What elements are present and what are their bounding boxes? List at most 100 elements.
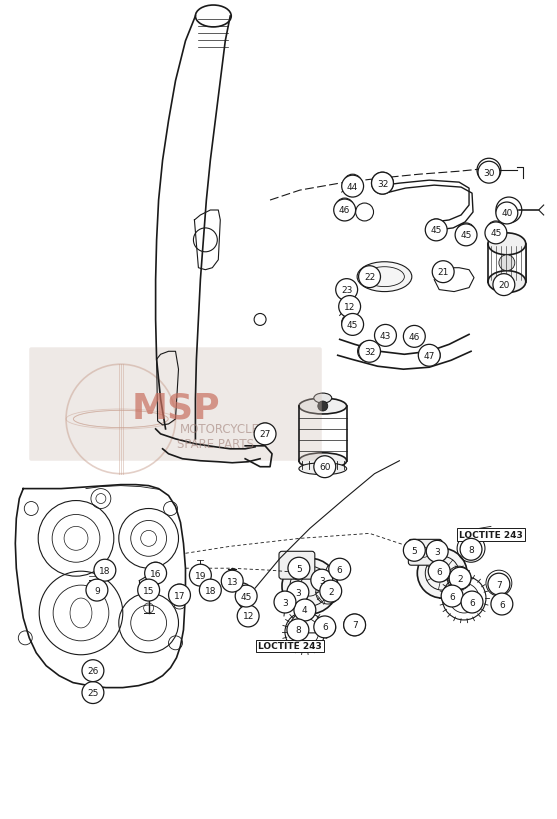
Text: 46: 46 xyxy=(339,206,350,215)
Circle shape xyxy=(449,568,471,590)
Text: 46: 46 xyxy=(409,333,420,342)
Circle shape xyxy=(493,274,515,296)
Circle shape xyxy=(488,573,510,595)
Text: 19: 19 xyxy=(194,571,206,580)
Circle shape xyxy=(455,224,477,247)
Text: 27: 27 xyxy=(260,430,271,439)
Text: 7: 7 xyxy=(496,580,502,589)
Text: 45: 45 xyxy=(241,592,252,601)
Text: 12: 12 xyxy=(242,612,254,621)
Text: 3: 3 xyxy=(319,576,325,585)
Text: 5: 5 xyxy=(412,546,417,555)
Ellipse shape xyxy=(299,399,346,414)
Text: 3: 3 xyxy=(282,598,288,607)
Text: 16: 16 xyxy=(150,569,162,578)
Text: SPARE PARTS: SPARE PARTS xyxy=(177,438,254,450)
Text: 22: 22 xyxy=(364,273,375,282)
Circle shape xyxy=(189,564,211,586)
Circle shape xyxy=(282,559,338,614)
Text: 6: 6 xyxy=(436,567,442,576)
Circle shape xyxy=(403,540,425,562)
Circle shape xyxy=(344,614,365,636)
Circle shape xyxy=(359,266,380,288)
Text: 8: 8 xyxy=(468,545,474,554)
Text: 25: 25 xyxy=(87,688,99,697)
Circle shape xyxy=(287,581,309,604)
Circle shape xyxy=(235,586,257,607)
Text: 13: 13 xyxy=(227,577,238,586)
Text: 8: 8 xyxy=(295,626,301,635)
FancyBboxPatch shape xyxy=(279,552,315,579)
Text: 43: 43 xyxy=(380,332,391,341)
Circle shape xyxy=(82,681,104,704)
Circle shape xyxy=(145,563,167,585)
Circle shape xyxy=(461,591,483,613)
Circle shape xyxy=(341,314,364,336)
Text: 6: 6 xyxy=(469,598,475,607)
Circle shape xyxy=(418,345,440,367)
Text: 23: 23 xyxy=(341,286,353,295)
Text: 45: 45 xyxy=(431,226,442,235)
Text: 18: 18 xyxy=(99,566,111,575)
Text: 2: 2 xyxy=(328,587,334,596)
Circle shape xyxy=(314,456,336,478)
Text: 5: 5 xyxy=(296,564,302,573)
Text: 40: 40 xyxy=(501,209,512,218)
Circle shape xyxy=(341,176,364,198)
Circle shape xyxy=(491,593,513,615)
Circle shape xyxy=(460,539,482,560)
Text: MOTORCYCLE: MOTORCYCLE xyxy=(180,423,260,436)
Circle shape xyxy=(425,219,447,242)
Text: 17: 17 xyxy=(174,590,185,600)
Text: 32: 32 xyxy=(364,347,375,356)
Circle shape xyxy=(403,326,425,348)
Text: LOCTITE 243: LOCTITE 243 xyxy=(459,530,523,539)
Circle shape xyxy=(138,579,160,601)
Ellipse shape xyxy=(299,453,346,469)
Circle shape xyxy=(294,600,316,621)
Text: 44: 44 xyxy=(347,183,358,192)
Circle shape xyxy=(334,200,355,222)
Circle shape xyxy=(426,541,448,563)
Circle shape xyxy=(499,256,515,271)
Circle shape xyxy=(314,616,336,638)
Circle shape xyxy=(94,559,116,581)
Ellipse shape xyxy=(357,262,412,292)
Text: 3: 3 xyxy=(295,588,301,597)
Text: 4: 4 xyxy=(302,606,307,615)
Text: 60: 60 xyxy=(319,463,330,472)
Text: 45: 45 xyxy=(490,229,502,238)
Text: 6: 6 xyxy=(322,622,328,631)
Circle shape xyxy=(254,423,276,446)
Circle shape xyxy=(374,325,397,347)
Circle shape xyxy=(287,619,309,641)
Circle shape xyxy=(311,569,333,591)
Circle shape xyxy=(359,341,380,363)
Circle shape xyxy=(478,162,500,184)
Text: 6: 6 xyxy=(499,600,505,609)
Circle shape xyxy=(169,585,190,606)
FancyBboxPatch shape xyxy=(408,540,442,566)
Text: 45: 45 xyxy=(347,320,358,329)
Text: 15: 15 xyxy=(143,586,154,595)
Text: 45: 45 xyxy=(461,231,472,240)
Text: 47: 47 xyxy=(423,351,435,360)
Ellipse shape xyxy=(314,394,332,404)
Circle shape xyxy=(336,279,358,301)
Text: 7: 7 xyxy=(351,621,358,630)
Ellipse shape xyxy=(488,271,526,293)
Text: 30: 30 xyxy=(483,169,495,178)
Text: 3: 3 xyxy=(434,547,440,556)
Circle shape xyxy=(221,571,243,592)
Circle shape xyxy=(485,223,507,245)
Circle shape xyxy=(432,261,454,283)
Circle shape xyxy=(441,586,463,607)
Circle shape xyxy=(288,558,310,579)
Text: LOCTITE 243: LOCTITE 243 xyxy=(258,641,322,650)
Text: 20: 20 xyxy=(498,281,510,290)
Circle shape xyxy=(274,591,296,613)
Circle shape xyxy=(320,581,341,602)
FancyBboxPatch shape xyxy=(30,348,322,461)
Text: 26: 26 xyxy=(87,667,99,676)
Text: 32: 32 xyxy=(377,179,388,188)
